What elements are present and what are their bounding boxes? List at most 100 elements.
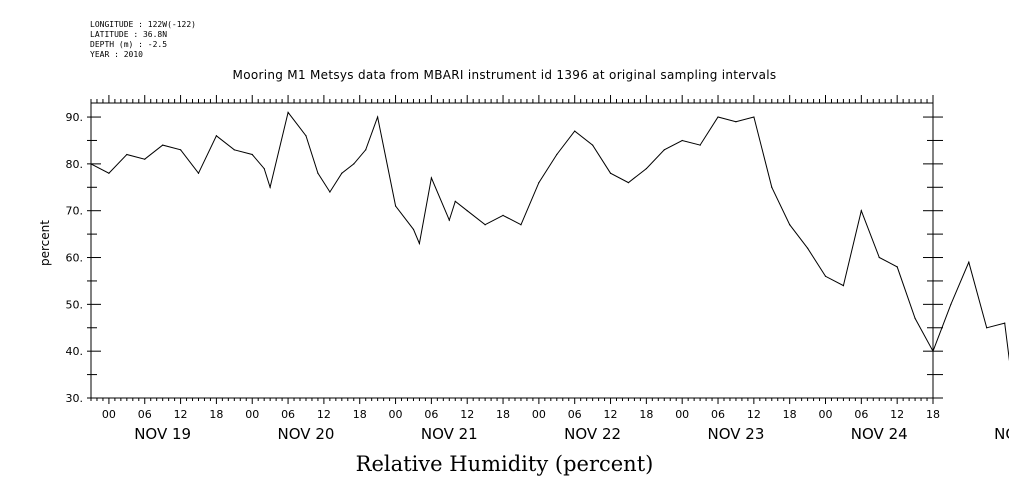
data-point (430, 177, 432, 179)
data-point (842, 285, 845, 287)
data-point (466, 210, 468, 212)
data-point (645, 167, 647, 170)
x-tick-label: 12 (174, 408, 188, 421)
data-point (717, 116, 719, 118)
plot-frame (90, 102, 934, 399)
data-point (771, 186, 773, 188)
data-point (305, 135, 307, 137)
data-point (233, 149, 235, 151)
data-point (317, 172, 319, 174)
chart-metadata: LONGITUDE : 122W(-122) LATITUDE : 36.8N … (90, 20, 196, 60)
data-point (108, 172, 110, 174)
day-label: NOV 23 (707, 425, 764, 443)
x-tick-label: 06 (568, 408, 582, 421)
x-tick-label: 06 (711, 408, 725, 421)
x-tick-label: 06 (281, 408, 295, 421)
x-tick-label: 12 (317, 408, 331, 421)
data-point (353, 163, 355, 165)
day-label: NOV 21 (421, 425, 478, 443)
data-point (269, 186, 271, 188)
data-point (162, 144, 164, 146)
data-point (179, 149, 182, 151)
data-point (986, 327, 988, 329)
day-label: NOV 24 (851, 425, 908, 443)
data-point (251, 153, 253, 156)
series-line (90, 111, 1009, 362)
data-point (609, 172, 612, 174)
depth-label: DEPTH (m) : -2.5 (90, 40, 168, 49)
day-label: NOV 20 (278, 425, 335, 443)
data-point (287, 111, 289, 113)
chart-axes (90, 102, 934, 399)
data-point (574, 130, 576, 132)
x-tick-label: 12 (890, 408, 904, 421)
longitude-label: LONGITUDE : 122W(-122) (90, 20, 196, 29)
data-point (197, 172, 200, 174)
data-point (824, 275, 827, 277)
data-point (394, 205, 397, 207)
data-point (592, 144, 594, 146)
x-tick-label: 06 (138, 408, 152, 421)
data-point (681, 139, 683, 142)
data-point (914, 317, 916, 319)
data-point (735, 121, 737, 123)
x-tick-label: 00 (245, 408, 259, 421)
data-point (950, 303, 952, 305)
x-tick-label: 12 (747, 408, 761, 421)
x-tick-label: 18 (639, 408, 653, 421)
y-tick-label: 50. (66, 298, 84, 311)
chart-tick-labels: 30. 40. 50. 60. 70. 80. 90. 00 06 12 18 00 06 12 18 00 0… (66, 111, 1009, 443)
year-label: YEAR : 2010 (90, 50, 143, 59)
data-point (329, 191, 331, 193)
data-point (502, 214, 504, 216)
x-tick-label: 06 (424, 408, 438, 421)
x-tick-label: 00 (675, 408, 689, 421)
x-tick-label: 12 (604, 408, 618, 421)
data-point (806, 247, 809, 249)
chart-ticks (87, 95, 943, 404)
x-tick-label: 18 (353, 408, 367, 421)
data-point (263, 167, 265, 170)
data-point (341, 172, 343, 174)
y-tick-label: 60. (66, 252, 84, 265)
data-point (878, 256, 880, 259)
x-tick-label: 06 (854, 408, 868, 421)
data-point (454, 200, 456, 202)
data-point (789, 224, 791, 226)
latitude-label: LATITUDE : 36.8N (90, 30, 168, 39)
data-point (753, 116, 755, 118)
x-tick-label: 00 (389, 408, 403, 421)
chart-series (90, 111, 1009, 362)
data-point (520, 224, 522, 226)
data-point (860, 210, 862, 212)
data-point (699, 144, 701, 146)
data-point (144, 158, 146, 160)
data-point (627, 182, 630, 184)
y-tick-label: 30. (66, 392, 84, 405)
day-label: NOV 25 (994, 425, 1009, 443)
data-point (896, 266, 898, 268)
data-point (1004, 322, 1006, 324)
day-label: NOV 22 (564, 425, 621, 443)
data-point (538, 182, 540, 184)
data-point (418, 242, 421, 245)
data-point (448, 219, 450, 221)
data-point (126, 153, 128, 156)
x-tick-label: 12 (460, 408, 474, 421)
data-point (377, 116, 379, 118)
data-point (365, 149, 367, 151)
data-point (663, 149, 665, 151)
data-point (90, 163, 92, 165)
x-tick-label: 18 (496, 408, 510, 421)
x-tick-label: 00 (819, 408, 833, 421)
x-tick-label: 18 (926, 408, 940, 421)
x-axis-label: Relative Humidity (percent) (355, 452, 654, 476)
y-tick-label: 70. (66, 205, 84, 218)
x-tick-label: 00 (102, 408, 116, 421)
data-point (484, 224, 486, 226)
data-point (968, 261, 970, 263)
y-tick-label: 90. (66, 111, 84, 124)
y-tick-label: 80. (66, 158, 84, 171)
day-label: NOV 19 (134, 425, 191, 443)
